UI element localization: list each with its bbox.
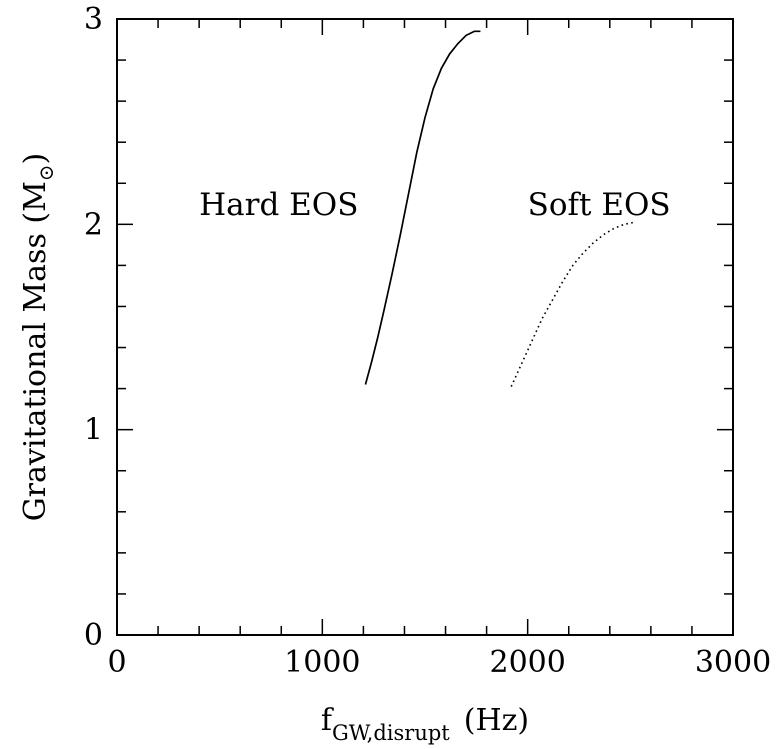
x-axis-label-unit: (Hz) [464,703,529,738]
axis-ticks [116,18,734,636]
y-tick-label: 1 [84,413,103,448]
x-tick-label: 1000 [284,645,360,680]
x-tick-label: 0 [107,645,126,680]
y-axis-label-subscript: ⊙ [34,164,58,181]
x-axis-label-subscript: GW,disrupt [332,721,450,745]
x-tick-label: 2000 [489,645,565,680]
tick-labels: 0 1000 2000 3000 0 1 2 3 [84,2,771,680]
x-axis-label-main: f [321,703,334,738]
annotation-soft-eos: Soft EOS [528,187,671,223]
y-tick-label: 0 [84,618,103,653]
y-tick-label: 2 [84,207,103,242]
y-axis-label: Gravitational Mass (M⊙) [18,153,58,522]
series-line-1 [510,221,635,387]
x-tick-label: 3000 [695,645,771,680]
y-axis-label-main: Gravitational Mass (M [18,181,53,521]
y-tick-label: 3 [84,2,103,37]
series-layer [364,30,635,387]
x-axis-label: fGW,disrupt (Hz) [321,703,529,745]
annotation-hard-eos: Hard EOS [199,187,358,223]
y-axis-label-close: ) [18,153,53,165]
series-line-0 [364,30,481,385]
plot-frame [116,18,734,636]
